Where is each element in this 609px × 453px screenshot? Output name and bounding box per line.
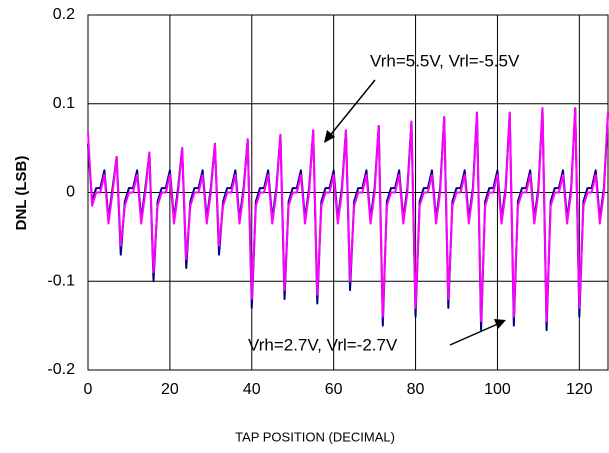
arrow-head: [494, 319, 506, 329]
y-tick-label: 0: [66, 184, 75, 201]
x-tick-label: 100: [484, 381, 511, 398]
annotation-arrow: [449, 322, 501, 346]
annotation: Vrh=5.5V, Vrl=-5.5V: [370, 51, 520, 70]
x-tick-label: 80: [407, 381, 425, 398]
annotation: Vrh=2.7V, Vrl=-2.7V: [248, 335, 398, 354]
y-axis-label: DNL (LSB): [13, 156, 30, 231]
y-tick-label: 0.2: [53, 6, 75, 23]
x-tick-label: 60: [325, 381, 343, 398]
series-line: [87, 107, 609, 323]
y-tick-label: -0.1: [47, 272, 75, 289]
y-tick-label: 0.1: [53, 95, 75, 112]
x-tick-label: 20: [161, 381, 179, 398]
annotation-arrow: [327, 79, 376, 139]
x-tick-label: 120: [566, 381, 593, 398]
y-tick-label: -0.2: [47, 361, 75, 378]
x-tick-label: 40: [243, 381, 261, 398]
x-axis-label: TAP POSITION (DECIMAL): [235, 429, 395, 444]
arrow-head: [324, 130, 335, 143]
x-tick-label: 0: [84, 381, 93, 398]
